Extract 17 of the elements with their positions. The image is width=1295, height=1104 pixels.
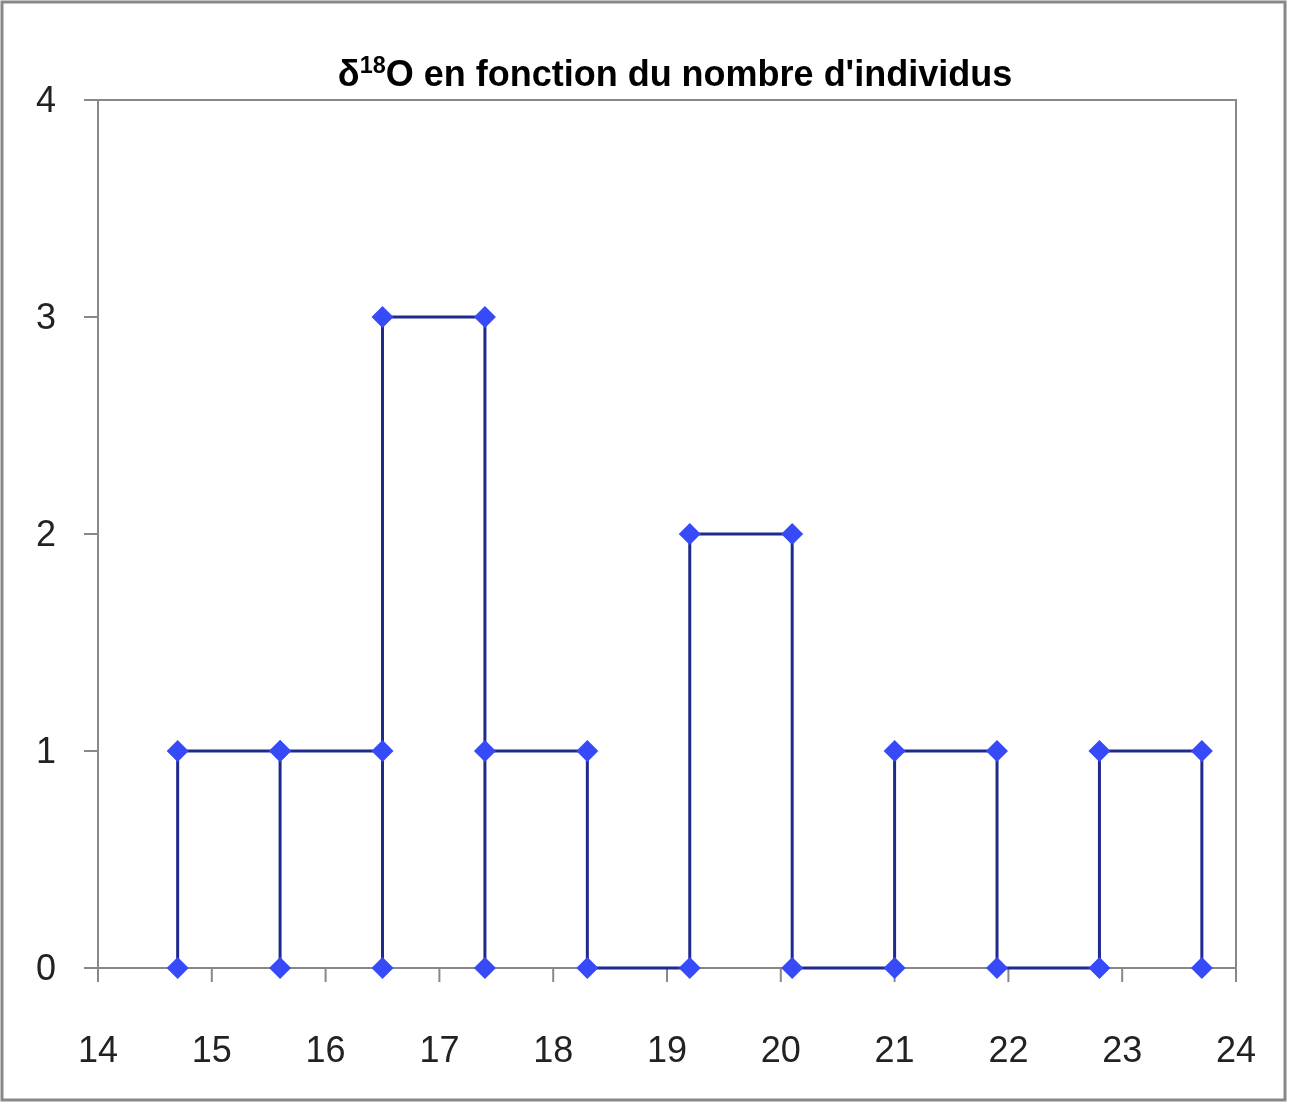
x-tick-label: 20 bbox=[760, 1029, 801, 1070]
x-tick-label: 16 bbox=[305, 1029, 346, 1070]
x-tick-label: 24 bbox=[1215, 1029, 1257, 1070]
y-tick-label: 3 bbox=[35, 296, 57, 337]
y-tick-label: 2 bbox=[35, 513, 57, 554]
x-tick-label: 15 bbox=[191, 1029, 232, 1070]
x-tick-label: 19 bbox=[646, 1029, 688, 1070]
x-tick-label: 22 bbox=[988, 1029, 1029, 1070]
x-tick-label: 21 bbox=[874, 1029, 915, 1070]
y-tick-label: 0 bbox=[35, 947, 57, 988]
x-tick-label: 18 bbox=[533, 1029, 574, 1070]
chart-title: δ$^{18}$O en fonction du nombre d'individus bbox=[337, 52, 1013, 94]
x-tick-label: 14 bbox=[77, 1029, 119, 1070]
x-tick-label: 17 bbox=[419, 1029, 460, 1070]
x-tick-label: 23 bbox=[1102, 1029, 1143, 1070]
y-tick-label: 1 bbox=[35, 730, 57, 771]
y-tick-label: 4 bbox=[35, 79, 57, 120]
